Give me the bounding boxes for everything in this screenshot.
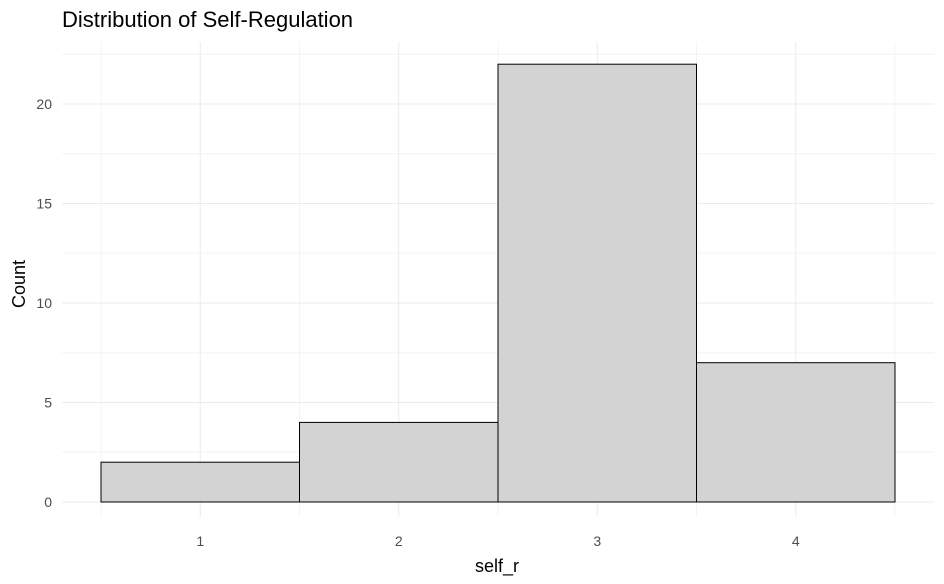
chart-title: Distribution of Self-Regulation	[62, 7, 353, 32]
x-tick-label: 3	[593, 533, 601, 549]
bar-3	[497, 63, 697, 503]
bar-2	[299, 421, 499, 503]
y-axis-ticks: 0 5 10 15 20	[36, 96, 52, 510]
y-tick-label: 10	[36, 295, 52, 311]
x-axis-ticks: 1 2 3 4	[196, 533, 800, 549]
bar-1	[100, 461, 300, 503]
bar-4	[696, 362, 896, 503]
x-tick-label: 1	[196, 533, 204, 549]
bars	[100, 63, 896, 503]
y-tick-label: 5	[44, 395, 52, 411]
y-tick-label: 0	[44, 494, 52, 510]
x-tick-label: 2	[395, 533, 403, 549]
x-tick-label: 4	[792, 533, 800, 549]
x-axis-title: self_r	[475, 556, 519, 577]
y-axis-title: Count	[9, 260, 29, 308]
y-tick-label: 15	[36, 196, 52, 212]
y-tick-label: 20	[36, 96, 52, 112]
